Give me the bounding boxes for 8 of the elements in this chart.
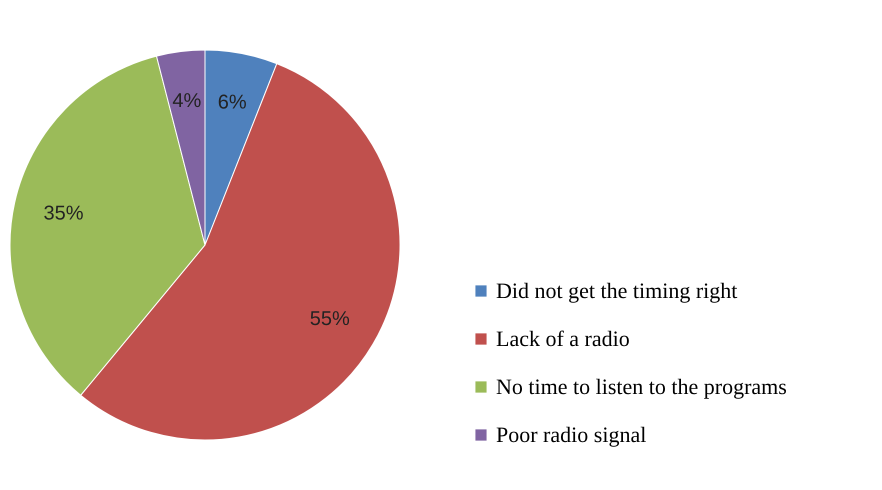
data-label: 6% [218, 92, 247, 114]
legend-label: Lack of a radio [496, 326, 630, 351]
data-label: 35% [43, 202, 84, 224]
legend-label: No time to listen to the programs [496, 374, 787, 399]
data-label: 4% [172, 90, 202, 112]
legend-label: Did not get the timing right [496, 278, 738, 303]
legend-label: Poor radio signal [496, 422, 646, 447]
data-label: 55% [310, 308, 350, 330]
